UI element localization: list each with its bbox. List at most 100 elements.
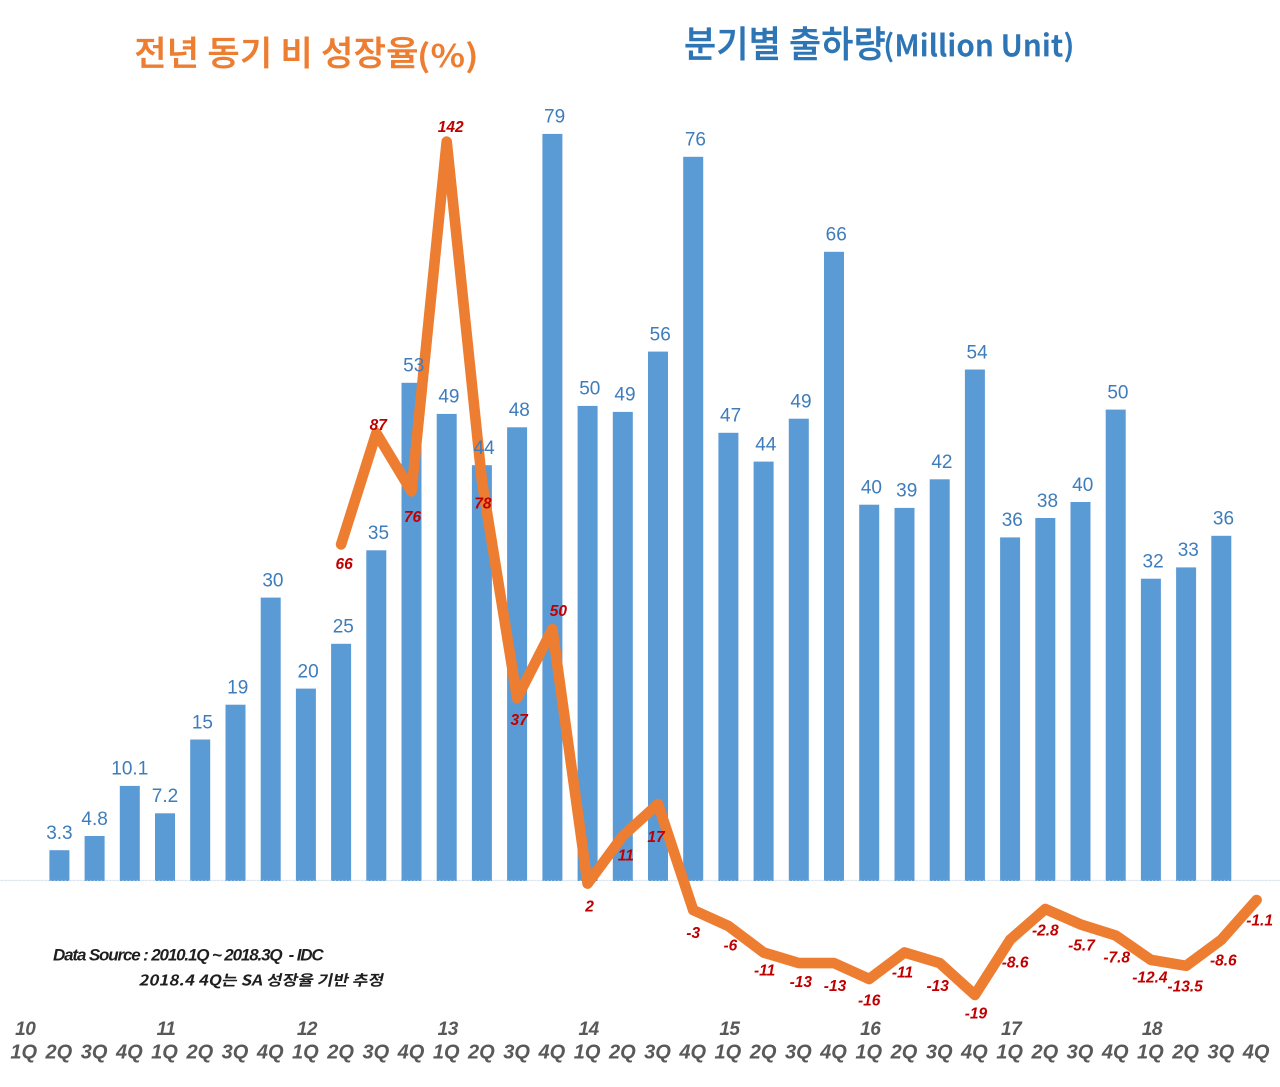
svg-text:1Q: 1Q	[10, 1042, 37, 1064]
svg-text:44: 44	[755, 434, 777, 455]
svg-text:3Q: 3Q	[926, 1042, 953, 1064]
svg-text:36: 36	[1002, 510, 1023, 531]
svg-text:25: 25	[333, 617, 354, 638]
svg-text:4Q: 4Q	[1101, 1042, 1129, 1064]
svg-text:17: 17	[647, 829, 666, 846]
svg-text:37: 37	[510, 712, 529, 729]
svg-text:4Q: 4Q	[1242, 1042, 1270, 1064]
svg-text:3Q: 3Q	[81, 1042, 108, 1064]
svg-text:2Q: 2Q	[185, 1042, 213, 1064]
svg-text:3Q: 3Q	[644, 1042, 671, 1064]
svg-text:19: 19	[227, 678, 248, 699]
svg-text:49: 49	[790, 392, 811, 413]
svg-text:-8.6: -8.6	[1210, 953, 1237, 970]
svg-text:2Q: 2Q	[467, 1042, 495, 1064]
svg-text:17: 17	[1001, 1019, 1023, 1040]
svg-text:4Q: 4Q	[678, 1042, 706, 1064]
svg-text:50: 50	[1107, 382, 1128, 403]
svg-text:3Q: 3Q	[503, 1042, 530, 1064]
svg-text:56: 56	[650, 324, 671, 345]
svg-text:7.2: 7.2	[152, 786, 178, 807]
svg-text:13: 13	[438, 1019, 459, 1040]
svg-text:3Q: 3Q	[1067, 1042, 1094, 1064]
svg-text:Data Source : 2010.1Q ~ 2018.3: Data Source : 2010.1Q ~ 2018.3Q - IDC	[53, 946, 324, 965]
svg-text:47: 47	[720, 406, 741, 427]
svg-text:32: 32	[1143, 552, 1164, 573]
svg-text:11: 11	[157, 1019, 176, 1040]
svg-text:1Q: 1Q	[574, 1042, 601, 1064]
svg-text:76: 76	[404, 509, 422, 526]
svg-text:-1.1: -1.1	[1246, 913, 1273, 930]
svg-text:50: 50	[579, 379, 600, 400]
svg-text:20: 20	[298, 661, 319, 682]
svg-text:39: 39	[896, 481, 917, 502]
svg-text:49: 49	[438, 387, 459, 408]
svg-text:40: 40	[1072, 475, 1093, 496]
svg-text:15: 15	[719, 1019, 740, 1040]
svg-text:-6: -6	[724, 938, 738, 955]
svg-text:3Q: 3Q	[785, 1042, 812, 1064]
svg-text:53: 53	[403, 356, 424, 377]
svg-text:2Q: 2Q	[326, 1042, 354, 1064]
svg-text:-11: -11	[754, 963, 775, 980]
svg-text:-13: -13	[824, 978, 847, 995]
svg-text:-2.8: -2.8	[1032, 923, 1059, 940]
svg-text:1Q: 1Q	[715, 1042, 742, 1064]
svg-text:44: 44	[474, 438, 496, 459]
svg-text:14: 14	[579, 1019, 600, 1040]
svg-text:48: 48	[509, 400, 530, 421]
svg-text:-11: -11	[892, 965, 913, 982]
svg-text:-16: -16	[858, 993, 881, 1010]
svg-text:-19: -19	[965, 1006, 988, 1023]
svg-text:-13: -13	[926, 978, 949, 995]
svg-text:4Q: 4Q	[115, 1042, 143, 1064]
svg-text:15: 15	[192, 712, 213, 733]
svg-text:4Q: 4Q	[256, 1042, 284, 1064]
svg-text:3Q: 3Q	[1207, 1042, 1234, 1064]
svg-text:10.1: 10.1	[111, 759, 148, 780]
svg-text:2Q: 2Q	[1171, 1042, 1199, 1064]
svg-text:76: 76	[685, 130, 706, 151]
svg-text:66: 66	[335, 556, 353, 573]
svg-text:11: 11	[618, 848, 634, 865]
svg-text:1Q: 1Q	[433, 1042, 460, 1064]
svg-text:142: 142	[438, 119, 464, 136]
svg-text:2Q: 2Q	[890, 1042, 918, 1064]
svg-text:-5.7: -5.7	[1068, 938, 1096, 955]
svg-text:-12.4: -12.4	[1132, 970, 1168, 987]
svg-text:2: 2	[584, 898, 594, 915]
svg-text:-3: -3	[686, 925, 700, 942]
svg-text:50: 50	[550, 603, 568, 620]
svg-text:16: 16	[860, 1019, 881, 1040]
svg-text:38: 38	[1037, 491, 1058, 512]
svg-text:2Q: 2Q	[45, 1042, 73, 1064]
svg-text:1Q: 1Q	[151, 1042, 178, 1064]
svg-text:42: 42	[931, 452, 952, 473]
svg-text:2Q: 2Q	[608, 1042, 636, 1064]
svg-text:18: 18	[1142, 1019, 1163, 1040]
svg-text:4.8: 4.8	[81, 809, 107, 830]
svg-text:1Q: 1Q	[1137, 1042, 1164, 1064]
svg-text:3Q: 3Q	[222, 1042, 249, 1064]
svg-text:4Q: 4Q	[819, 1042, 847, 1064]
svg-text:1Q: 1Q	[855, 1042, 882, 1064]
svg-text:49: 49	[614, 385, 635, 406]
svg-text:2Q: 2Q	[1030, 1042, 1058, 1064]
svg-text:-13.5: -13.5	[1167, 979, 1203, 996]
svg-text:12: 12	[297, 1019, 318, 1040]
svg-text:36: 36	[1213, 509, 1234, 530]
svg-text:3.3: 3.3	[46, 823, 72, 844]
svg-text:3Q: 3Q	[362, 1042, 389, 1064]
svg-text:1Q: 1Q	[292, 1042, 319, 1064]
svg-text:78: 78	[474, 496, 492, 513]
svg-text:54: 54	[967, 342, 989, 363]
svg-text:35: 35	[368, 523, 389, 544]
svg-text:4Q: 4Q	[397, 1042, 425, 1064]
svg-text:30: 30	[262, 570, 283, 591]
svg-text:-7.8: -7.8	[1103, 950, 1130, 967]
svg-text:2Q: 2Q	[749, 1042, 777, 1064]
svg-text:-8.6: -8.6	[1002, 955, 1029, 972]
svg-text:10: 10	[15, 1019, 36, 1040]
svg-text:4Q: 4Q	[960, 1042, 988, 1064]
svg-text:1Q: 1Q	[996, 1042, 1023, 1064]
